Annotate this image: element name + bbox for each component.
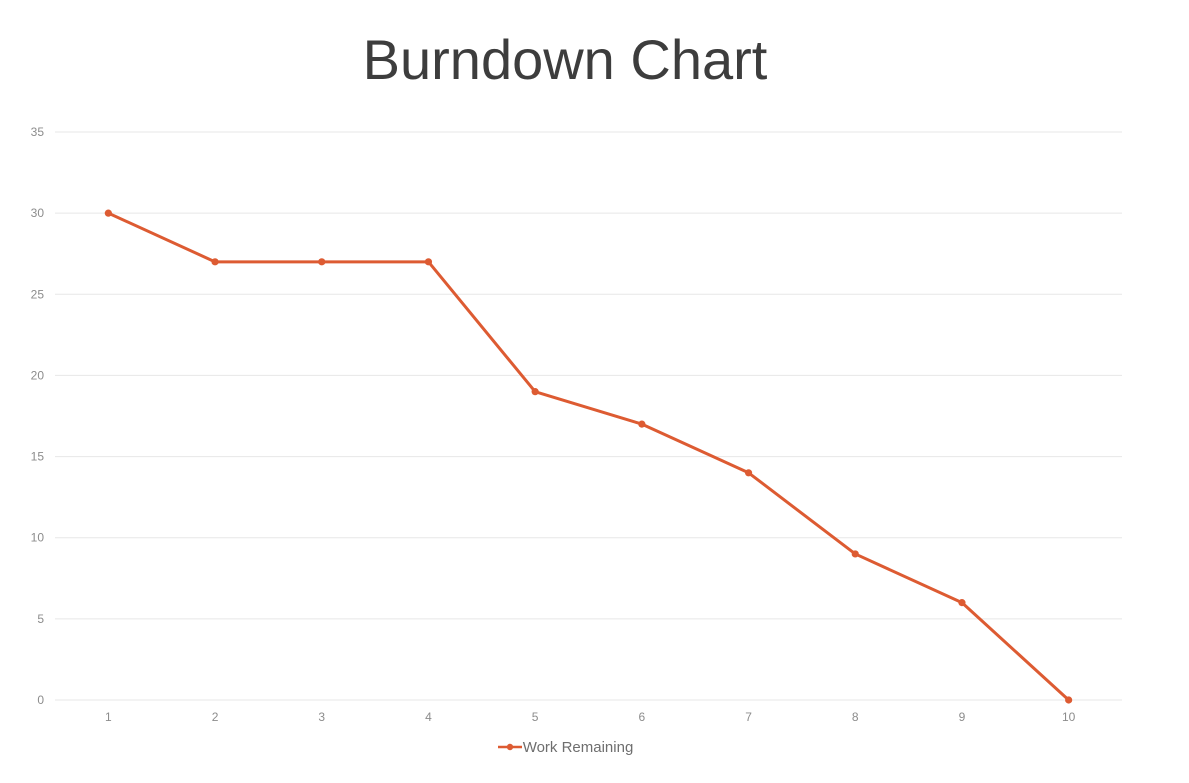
x-axis-tick-label: 3: [318, 710, 325, 724]
data-point-marker: [1065, 696, 1073, 704]
data-point-marker: [211, 258, 219, 266]
x-axis-tick-label: 6: [639, 710, 646, 724]
x-axis-tick-label: 5: [532, 710, 539, 724]
data-point-marker: [851, 550, 859, 558]
legend-line-marker-icon: [497, 743, 522, 751]
data-point-marker: [958, 599, 966, 607]
x-axis-tick-label: 2: [212, 710, 219, 724]
y-axis-tick-label: 15: [31, 450, 45, 464]
x-axis-tick-label: 4: [425, 710, 432, 724]
x-axis-tick-label: 9: [959, 710, 966, 724]
series-line: [106, 211, 1071, 702]
x-axis-tick-label: 8: [852, 710, 859, 724]
x-axis-tick-label: 10: [1062, 710, 1076, 724]
y-axis-tick-label: 35: [31, 125, 45, 139]
data-point-marker: [318, 258, 326, 266]
y-axis-tick-label: 5: [37, 612, 44, 626]
y-axis-tick-label: 20: [31, 368, 45, 382]
data-point-marker: [744, 469, 753, 477]
y-axis-tick-label: 0: [37, 693, 44, 707]
x-axis-tick-label: 1: [105, 710, 112, 724]
legend: Work Remaining: [0, 737, 1130, 757]
chart-title: Burndown Chart: [362, 28, 768, 91]
legend-label: Work Remaining: [522, 738, 634, 756]
data-point-marker: [104, 209, 112, 217]
y-axis-tick-label: 30: [31, 206, 45, 220]
data-point-marker: [531, 388, 539, 396]
y-axis-tick-label: 25: [31, 287, 45, 301]
x-axis-tick-label: 7: [745, 710, 752, 724]
data-point-marker: [638, 420, 646, 428]
y-axis-tick-label: 10: [31, 531, 45, 545]
data-point-marker: [424, 258, 433, 266]
